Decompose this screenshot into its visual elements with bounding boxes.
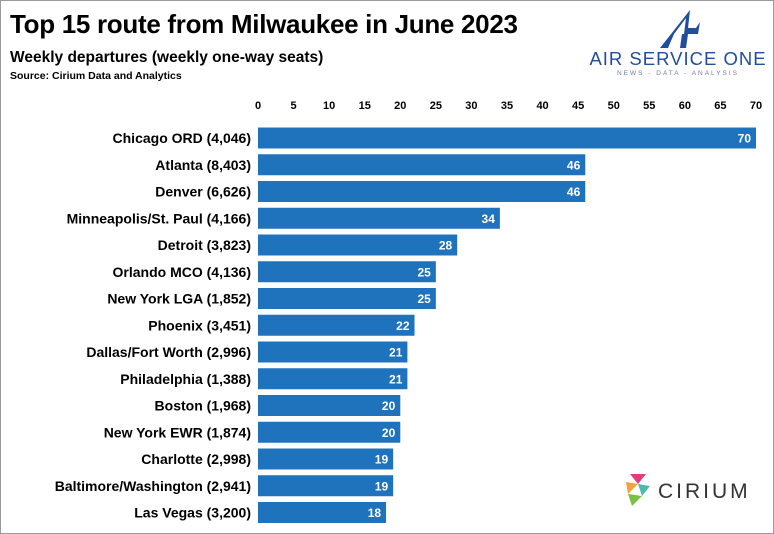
x-tick-label: 15 bbox=[359, 100, 371, 112]
data-label: 46 bbox=[567, 158, 581, 172]
bar bbox=[258, 127, 756, 149]
air-service-one-name: AIR SERVICE ONE bbox=[589, 48, 767, 69]
category-label: Dallas/Fort Worth (2,996) bbox=[86, 344, 251, 360]
data-label: 25 bbox=[417, 265, 431, 279]
data-label: 19 bbox=[375, 479, 389, 493]
bar bbox=[258, 181, 586, 202]
category-label: Philadelphia (1,388) bbox=[120, 371, 251, 387]
data-label: 20 bbox=[382, 399, 396, 413]
category-label: Minneapolis/St. Paul (4,166) bbox=[67, 210, 251, 226]
chart-title: Top 15 route from Milwaukee in June 2023 bbox=[10, 9, 518, 39]
data-label: 20 bbox=[382, 426, 396, 440]
bar bbox=[258, 261, 436, 283]
data-label: 25 bbox=[417, 292, 431, 306]
data-label: 21 bbox=[389, 372, 403, 386]
x-tick-label: 55 bbox=[643, 100, 655, 112]
chart-source: Source: Cirium Data and Analytics bbox=[10, 70, 182, 82]
category-label: Chicago ORD (4,046) bbox=[113, 130, 251, 146]
bar bbox=[258, 448, 394, 470]
category-label: Denver (6,626) bbox=[155, 184, 251, 200]
x-tick-label: 65 bbox=[714, 100, 726, 112]
category-label: Baltimore/Washington (2,941) bbox=[55, 478, 251, 494]
bar bbox=[258, 395, 401, 416]
category-label: New York EWR (1,874) bbox=[104, 424, 251, 440]
bar bbox=[258, 314, 415, 336]
category-label: Detroit (3,823) bbox=[158, 237, 251, 253]
category-label: Atlanta (8,403) bbox=[155, 157, 251, 173]
x-tick-label: 20 bbox=[394, 100, 406, 112]
data-label: 34 bbox=[482, 212, 496, 226]
data-label: 28 bbox=[439, 239, 453, 253]
chart-subtitle: Weekly departures (weekly one-way seats) bbox=[10, 49, 324, 66]
category-label: Boston (1,968) bbox=[155, 398, 251, 414]
x-tick-label: 35 bbox=[501, 100, 513, 112]
x-tick-label: 50 bbox=[608, 100, 620, 112]
category-label: New York LGA (1,852) bbox=[107, 291, 251, 307]
x-tick-label: 70 bbox=[750, 100, 762, 112]
category-label: Las Vegas (3,200) bbox=[134, 505, 251, 521]
bar bbox=[258, 207, 500, 229]
cirium-logo: CIRIUM bbox=[624, 466, 774, 526]
data-label: 21 bbox=[389, 346, 403, 360]
cirium-mark-icon bbox=[626, 474, 650, 506]
data-label: 19 bbox=[375, 453, 389, 467]
x-tick-label: 40 bbox=[536, 100, 548, 112]
bar bbox=[258, 502, 387, 523]
air-service-one-logo: AIR SERVICE ONE NEWS - DATA - ANALYSIS bbox=[588, 8, 768, 82]
category-label: Charlotte (2,998) bbox=[141, 451, 251, 467]
category-label: Orlando MCO (4,136) bbox=[113, 264, 251, 280]
bar bbox=[258, 421, 401, 443]
category-label: Phoenix (3,451) bbox=[148, 317, 251, 333]
x-tick-label: 25 bbox=[430, 100, 442, 112]
bar bbox=[258, 154, 586, 176]
bar bbox=[258, 341, 408, 363]
data-label: 46 bbox=[567, 185, 581, 199]
bar bbox=[258, 288, 436, 309]
air-service-one-plane-icon bbox=[660, 10, 700, 48]
air-service-one-tagline: NEWS - DATA - ANALYSIS bbox=[616, 70, 740, 77]
bar bbox=[258, 475, 394, 497]
data-label: 18 bbox=[368, 506, 382, 520]
bar bbox=[258, 368, 408, 390]
x-tick-label: 30 bbox=[465, 100, 477, 112]
bar bbox=[258, 234, 458, 256]
x-tick-label: 10 bbox=[323, 100, 335, 112]
x-tick-label: 5 bbox=[291, 100, 297, 112]
x-tick-label: 0 bbox=[255, 100, 261, 112]
data-label: 70 bbox=[738, 132, 752, 146]
x-tick-label: 60 bbox=[679, 100, 691, 112]
data-label: 22 bbox=[396, 319, 410, 333]
cirium-name: CIRIUM bbox=[658, 480, 751, 503]
x-tick-label: 45 bbox=[572, 100, 584, 112]
